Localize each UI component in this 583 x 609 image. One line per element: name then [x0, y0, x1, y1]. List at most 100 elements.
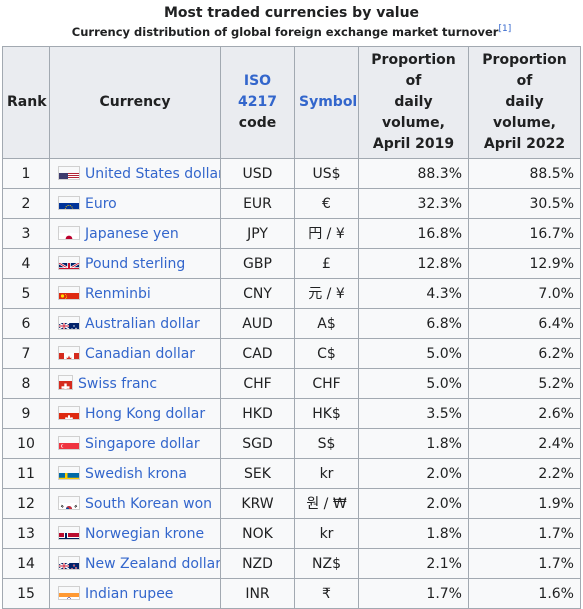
- symbol-cell: CHF: [294, 368, 359, 399]
- currency-cell: Swedish krona: [49, 458, 221, 489]
- currency-link[interactable]: Australian dollar: [85, 315, 200, 332]
- proportion-2019-cell: 2.0%: [358, 458, 469, 489]
- currency-link[interactable]: Renminbi: [85, 285, 151, 302]
- iso-code-cell: CHF: [220, 368, 295, 399]
- rank-cell: 7: [2, 338, 50, 369]
- symbol-cell: kr: [294, 458, 359, 489]
- symbol-cell: 元 / ¥: [294, 278, 359, 309]
- header-iso-code-label: code: [238, 115, 277, 131]
- currency-link[interactable]: Hong Kong dollar: [85, 405, 206, 422]
- symbol-cell: kr: [294, 518, 359, 549]
- iso-code-cell: GBP: [220, 248, 295, 279]
- currency-link[interactable]: Singapore dollar: [85, 435, 200, 452]
- table-row: 8 Swiss franc CHF CHF 5.0% 5.2%: [2, 368, 581, 399]
- rank-cell: 1: [2, 158, 50, 189]
- currency-link[interactable]: Euro: [85, 195, 117, 212]
- currency-link[interactable]: Pound sterling: [85, 255, 186, 272]
- currency-link[interactable]: Canadian dollar: [85, 345, 196, 362]
- iso-4217-link[interactable]: ISO 4217: [238, 73, 277, 110]
- us-flag-icon: [58, 165, 80, 180]
- rank-cell: 15: [2, 578, 50, 609]
- currency-cell: Indian rupee: [49, 578, 221, 609]
- table-row: 9 Hong Kong dollar HKD HK$ 3.5% 2.6%: [2, 398, 581, 429]
- symbol-cell: US$: [294, 158, 359, 189]
- header-rank[interactable]: Rank: [2, 46, 50, 159]
- table-row: 15 Indian rupee INR ₹1.7% 1.6%: [2, 578, 581, 609]
- iso-code-cell: CNY: [220, 278, 295, 309]
- currency-link[interactable]: Swedish krona: [85, 465, 187, 482]
- iso-code-cell: NOK: [220, 518, 295, 549]
- header-2019-line1: Proportion of: [371, 52, 456, 89]
- proportion-2019-cell: 2.1%: [358, 548, 469, 579]
- table-row: 12 South Korean won KRW 원 / ₩2.0% 1.9%: [2, 488, 581, 519]
- currency-link[interactable]: South Korean won: [85, 495, 213, 512]
- currency-cell: Australian dollar: [49, 308, 221, 339]
- currency-cell: Norwegian krone: [49, 518, 221, 549]
- currency-link[interactable]: United States dollar: [85, 165, 221, 182]
- currency-cell: New Zealand dollar: [49, 548, 221, 579]
- header-proportion-2019[interactable]: Proportion of daily volume, April 2019: [358, 46, 469, 159]
- currency-cell: Renminbi: [49, 278, 221, 309]
- proportion-2019-cell: 16.8%: [358, 218, 469, 249]
- iso-code-cell: CAD: [220, 338, 295, 369]
- header-symbol[interactable]: Symbol: [294, 46, 359, 159]
- header-proportion-2022[interactable]: Proportion of daily volume, April 2022: [468, 46, 581, 159]
- reference-link[interactable]: [1]: [498, 24, 512, 35]
- iso-code-cell: NZD: [220, 548, 295, 579]
- table-title: Most traded currencies by value: [163, 5, 420, 21]
- currency-link[interactable]: Japanese yen: [85, 225, 179, 242]
- canada-flag-icon: [58, 345, 80, 360]
- proportion-2019-cell: 12.8%: [358, 248, 469, 279]
- rank-cell: 3: [2, 218, 50, 249]
- header-row: Rank Currency ISO 4217 code Symbol Propor…: [2, 46, 581, 159]
- currency-cell: Pound sterling: [49, 248, 221, 279]
- symbol-cell: €: [294, 188, 359, 219]
- proportion-2022-cell: 6.2%: [468, 338, 581, 369]
- table-row: 10 Singapore dollar SGD S$ 1.8% 2.4%: [2, 428, 581, 459]
- rank-cell: 12: [2, 488, 50, 519]
- proportion-2022-cell: 2.4%: [468, 428, 581, 459]
- table-row: 5 Renminbi CNY 元 / ¥4.3% 7.0%: [2, 278, 581, 309]
- iso-code-cell: USD: [220, 158, 295, 189]
- table-row: 7 Canadian dollar CAD C$ 5.0% 6.2%: [2, 338, 581, 369]
- uk-flag-icon: [58, 255, 80, 270]
- header-iso-code[interactable]: ISO 4217 code: [220, 46, 295, 159]
- symbol-cell: C$: [294, 338, 359, 369]
- japan-flag-icon: [58, 225, 80, 240]
- south-korea-flag-icon: [58, 495, 80, 510]
- currency-cell: South Korean won: [49, 488, 221, 519]
- proportion-2019-cell: 1.8%: [358, 518, 469, 549]
- proportion-2022-cell: 2.6%: [468, 398, 581, 429]
- subtitle-text: Currency distribution of global foreign …: [71, 25, 499, 39]
- table-row: 1 United States dollar USD US$ 88.3% 88.5%: [2, 158, 581, 189]
- proportion-2022-cell: 6.4%: [468, 308, 581, 339]
- table-subtitle: Currency distribution of global foreign …: [0, 23, 583, 41]
- symbol-link[interactable]: Symbol: [299, 94, 358, 110]
- iso-code-cell: HKD: [220, 398, 295, 429]
- australia-flag-icon: [58, 315, 80, 330]
- iso-code-cell: EUR: [220, 188, 295, 219]
- header-currency[interactable]: Currency: [49, 46, 221, 159]
- symbol-cell: HK$: [294, 398, 359, 429]
- currency-link[interactable]: Norwegian krone: [85, 525, 205, 542]
- currency-link[interactable]: Swiss franc: [78, 375, 158, 392]
- hong-kong-flag-icon: [58, 405, 80, 420]
- table-row: 13 Norwegian krone NOK kr 1.8% 1.7%: [2, 518, 581, 549]
- iso-code-cell: JPY: [220, 218, 295, 249]
- rank-cell: 2: [2, 188, 50, 219]
- currency-link[interactable]: Indian rupee: [85, 585, 174, 602]
- proportion-2019-cell: 6.8%: [358, 308, 469, 339]
- symbol-cell: A$: [294, 308, 359, 339]
- symbol-cell: NZ$: [294, 548, 359, 579]
- proportion-2022-cell: 12.9%: [468, 248, 581, 279]
- iso-code-cell: KRW: [220, 488, 295, 519]
- iso-code-cell: INR: [220, 578, 295, 609]
- china-flag-icon: [58, 285, 80, 300]
- proportion-2019-cell: 1.8%: [358, 428, 469, 459]
- proportion-2019-cell: 5.0%: [358, 368, 469, 399]
- currency-cell: Swiss franc: [49, 368, 221, 399]
- iso-code-cell: SEK: [220, 458, 295, 489]
- symbol-cell: £: [294, 248, 359, 279]
- proportion-2022-cell: 1.7%: [468, 518, 581, 549]
- rank-cell: 6: [2, 308, 50, 339]
